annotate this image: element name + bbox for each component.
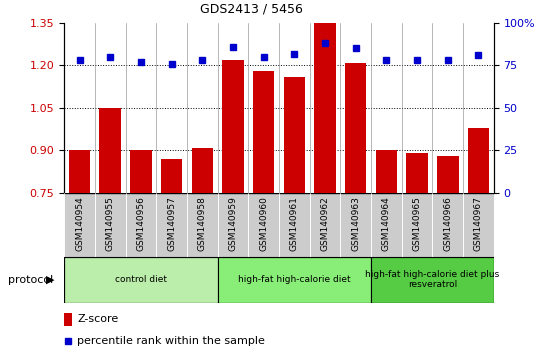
Bar (283, 77, 305, 193)
Text: GSM140957: GSM140957 (167, 196, 176, 251)
Text: percentile rank within the sample: percentile rank within the sample (77, 336, 265, 346)
Bar (64, 193, 95, 257)
Bar (253, 71, 275, 193)
Bar (314, 23, 336, 193)
Text: GSM140955: GSM140955 (105, 196, 115, 251)
Text: control diet: control diet (115, 275, 167, 284)
Bar (69, 150, 90, 193)
Text: GSM140959: GSM140959 (228, 196, 238, 251)
Bar (156, 193, 187, 257)
Bar (402, 193, 432, 257)
Text: GSM140962: GSM140962 (320, 196, 330, 251)
Bar (126, 193, 156, 257)
Text: GSM140963: GSM140963 (351, 196, 360, 251)
Text: GSM140956: GSM140956 (136, 196, 146, 251)
Text: high-fat high-calorie diet plus
resveratrol: high-fat high-calorie diet plus resverat… (365, 270, 499, 289)
Bar (437, 156, 459, 193)
Bar (191, 148, 213, 193)
Text: GSM140954: GSM140954 (75, 196, 84, 251)
Bar (432, 193, 463, 257)
Text: Z-score: Z-score (77, 314, 118, 325)
Text: GSM140967: GSM140967 (474, 196, 483, 251)
Bar (345, 63, 367, 193)
Bar (463, 193, 494, 257)
Bar (161, 159, 182, 193)
Text: high-fat high-calorie diet: high-fat high-calorie diet (238, 275, 350, 284)
Text: GSM140961: GSM140961 (290, 196, 299, 251)
Bar (248, 193, 279, 257)
Bar (340, 193, 371, 257)
Bar (64, 257, 218, 303)
Bar (95, 193, 126, 257)
Text: GSM140966: GSM140966 (443, 196, 453, 251)
Bar (222, 60, 244, 193)
Text: GSM140964: GSM140964 (382, 196, 391, 251)
Text: GSM140958: GSM140958 (198, 196, 207, 251)
Text: GSM140960: GSM140960 (259, 196, 268, 251)
Text: ▶: ▶ (46, 275, 55, 285)
Bar (130, 150, 152, 193)
Bar (279, 193, 310, 257)
Bar (371, 257, 494, 303)
Text: GSM140965: GSM140965 (412, 196, 422, 251)
Bar (406, 153, 428, 193)
Bar (218, 193, 248, 257)
Bar (218, 257, 371, 303)
Bar (376, 150, 397, 193)
Text: GDS2413 / 5456: GDS2413 / 5456 (200, 3, 302, 16)
Bar (468, 128, 489, 193)
Bar (64, 313, 72, 326)
Text: protocol: protocol (8, 275, 54, 285)
Bar (310, 193, 340, 257)
Bar (371, 193, 402, 257)
Bar (187, 193, 218, 257)
Bar (99, 108, 121, 193)
